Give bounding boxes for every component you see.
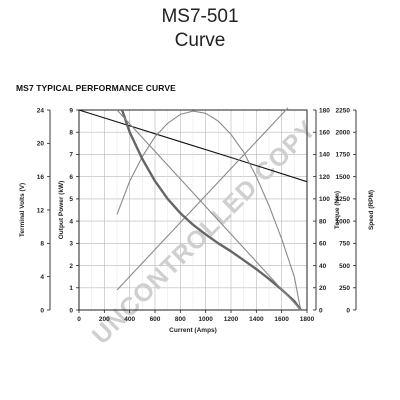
x-tick-label: 1800 [300,316,315,323]
power-tick-label: 0 [69,307,73,314]
x-axis-title: Current (Amps) [169,327,217,334]
torque-tick-label: 160 [319,130,330,137]
speed-tick-label: 750 [339,241,350,248]
power-axis-title: Output Power (kW) [58,181,65,240]
power-tick-label: 7 [69,152,73,159]
power-tick-label: 4 [69,218,73,225]
torque-tick-label: 80 [319,218,327,225]
volts-axis-title: Terminal Volts (V) [19,183,26,237]
power-tick-label: 1 [69,285,73,292]
page-subtitle: Curve [174,30,226,51]
torque-tick-label: 0 [319,307,323,314]
speed-tick-label: 0 [346,307,350,314]
chart-title: MS7 TYPICAL PERFORMANCE CURVE [16,83,176,93]
volts-tick-label: 16 [37,174,45,181]
x-tick-label: 400 [124,316,135,323]
x-tick-label: 600 [150,316,161,323]
torque-tick-label: 20 [319,285,327,292]
x-tick-label: 0 [77,316,81,323]
torque-tick-label: 40 [319,263,327,270]
speed-tick-label: 1000 [336,218,351,225]
torque-tick-label: 180 [319,107,330,114]
series-line-5 [116,109,302,311]
speed-tick-label: 250 [339,285,350,292]
power-tick-label: 2 [69,263,73,270]
page-title: MS7-501 [161,6,239,27]
speed-tick-label: 500 [339,263,350,270]
x-tick-label: 1400 [249,316,264,323]
x-tick-label: 1000 [198,316,213,323]
torque-tick-label: 140 [319,152,330,159]
volts-tick-label: 20 [37,141,45,148]
volts-tick-label: 24 [37,107,45,114]
speed-tick-label: 2000 [336,130,351,137]
series-line-3 [116,107,289,291]
power-tick-label: 8 [69,130,73,137]
torque-tick-label: 100 [319,196,330,203]
volts-tick-label: 12 [37,207,45,214]
x-tick-label: 800 [175,316,186,323]
power-tick-label: 6 [69,174,73,181]
series-line-4 [120,109,302,311]
volts-tick-label: 4 [40,274,44,281]
power-tick-label: 3 [69,241,73,248]
torque-tick-label: 60 [319,241,327,248]
series-line-1 [78,109,308,183]
speed-tick-label: 1500 [336,174,351,181]
plot-frame [78,109,308,311]
torque-tick-label: 120 [319,174,330,181]
series-line-2 [116,110,302,311]
speed-tick-label: 2250 [336,107,351,114]
speed-axis-title: Speed (RPM) [368,190,375,230]
volts-tick-label: 8 [40,241,44,248]
torque-axis-title: Torque (Nm) [334,191,341,229]
x-tick-label: 200 [99,316,110,323]
volts-tick-label: 0 [40,307,44,314]
speed-tick-label: 1250 [336,196,351,203]
x-tick-label: 1200 [224,316,239,323]
x-tick-label: 1600 [274,316,289,323]
speed-tick-label: 1750 [336,152,351,159]
power-tick-label: 5 [69,196,73,203]
power-tick-label: 9 [69,107,73,114]
